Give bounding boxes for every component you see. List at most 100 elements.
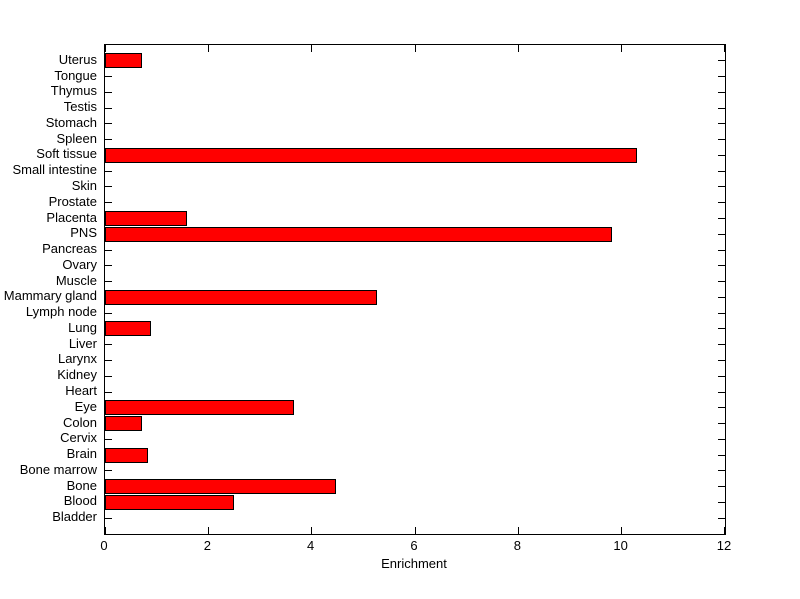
x-tick-label: 8 bbox=[513, 538, 521, 553]
y-tick bbox=[105, 123, 112, 125]
x-tick-label: 0 bbox=[100, 538, 108, 553]
x-tick-top bbox=[207, 45, 209, 52]
y-tick-label: Heart bbox=[65, 383, 97, 399]
y-tick-label: Small intestine bbox=[12, 162, 97, 178]
y-tick-label: Testis bbox=[63, 99, 97, 115]
x-tick-top bbox=[105, 45, 106, 52]
y-tick-right bbox=[718, 454, 725, 456]
y-tick-label: Thymus bbox=[50, 83, 97, 99]
y-tick-label: Skin bbox=[71, 177, 97, 193]
y-tick-label: Blood bbox=[63, 493, 97, 509]
bar-pns bbox=[105, 226, 612, 242]
bar-mammary-gland bbox=[105, 289, 378, 305]
y-tick-right bbox=[718, 328, 725, 330]
y-tick bbox=[105, 344, 112, 346]
bar-soft-tissue bbox=[105, 147, 638, 163]
y-tick-right bbox=[718, 281, 725, 283]
y-tick bbox=[105, 186, 112, 188]
y-tick bbox=[105, 202, 112, 204]
y-tick-right bbox=[718, 312, 725, 314]
y-tick-label: Brain bbox=[66, 446, 97, 462]
x-tick-label: 6 bbox=[410, 538, 418, 553]
bar-eye bbox=[105, 400, 295, 416]
bar-lung bbox=[105, 321, 151, 337]
y-tick bbox=[105, 265, 112, 267]
y-tick bbox=[105, 517, 112, 519]
y-tick bbox=[105, 359, 112, 361]
x-tick bbox=[311, 527, 313, 534]
y-tick-label: Lymph node bbox=[25, 304, 97, 320]
x-tick bbox=[621, 527, 623, 534]
x-tick bbox=[724, 527, 725, 534]
y-tick-label: Ovary bbox=[62, 256, 97, 272]
y-tick-right bbox=[718, 170, 725, 172]
y-tick bbox=[105, 438, 112, 440]
plot-area bbox=[104, 44, 726, 535]
y-tick-right bbox=[718, 249, 725, 251]
y-tick-label: Prostate bbox=[48, 193, 97, 209]
bar-bone bbox=[105, 479, 336, 495]
y-tick-right bbox=[718, 218, 725, 220]
x-tick-label: 10 bbox=[613, 538, 628, 553]
x-tick-label: 2 bbox=[203, 538, 211, 553]
bar-blood bbox=[105, 494, 235, 510]
y-tick-right bbox=[718, 501, 725, 503]
bar-colon bbox=[105, 416, 143, 432]
y-tick-label: Larynx bbox=[57, 351, 97, 367]
y-tick-label: Placenta bbox=[46, 209, 97, 225]
y-tick-label: Bone marrow bbox=[19, 461, 97, 477]
x-tick-label: 4 bbox=[307, 538, 315, 553]
y-tick-label: Bladder bbox=[52, 509, 97, 525]
y-tick-label: Soft tissue bbox=[36, 146, 97, 162]
y-tick-right bbox=[718, 438, 725, 440]
y-tick-label: Muscle bbox=[55, 272, 97, 288]
y-tick-label: Pancreas bbox=[42, 241, 97, 257]
y-tick bbox=[105, 391, 112, 393]
bar-uterus bbox=[105, 53, 143, 69]
y-tick bbox=[105, 107, 112, 109]
y-tick-label: Spleen bbox=[56, 130, 97, 146]
y-tick-right bbox=[718, 107, 725, 109]
y-tick-right bbox=[718, 186, 725, 188]
x-tick bbox=[207, 527, 209, 534]
y-tick bbox=[105, 470, 112, 472]
y-tick bbox=[105, 281, 112, 283]
bar-placenta bbox=[105, 211, 188, 227]
x-tick bbox=[517, 527, 519, 534]
y-tick bbox=[105, 170, 112, 172]
y-tick-label: PNS bbox=[70, 225, 97, 241]
y-tick bbox=[105, 312, 112, 314]
x-tick-top bbox=[621, 45, 623, 52]
bar-brain bbox=[105, 447, 148, 463]
y-tick-label: Kidney bbox=[57, 367, 97, 383]
y-tick-label: Bone bbox=[66, 477, 97, 493]
y-tick-right bbox=[718, 359, 725, 361]
x-tick bbox=[414, 527, 416, 534]
y-tick-right bbox=[718, 265, 725, 267]
y-tick-label: Lung bbox=[68, 319, 97, 335]
y-tick bbox=[105, 249, 112, 251]
y-tick-label: Mammary gland bbox=[3, 288, 97, 304]
y-tick-right bbox=[718, 375, 725, 377]
x-tick-label: 12 bbox=[716, 538, 732, 553]
y-tick-right bbox=[718, 123, 725, 125]
y-tick-right bbox=[718, 60, 725, 62]
x-tick-top bbox=[724, 45, 725, 52]
y-tick-label: Cervix bbox=[60, 430, 97, 446]
y-tick-label: Uterus bbox=[58, 51, 97, 67]
x-tick-top bbox=[414, 45, 416, 52]
y-tick-label: Liver bbox=[68, 335, 97, 351]
y-tick-label: Tongue bbox=[54, 67, 97, 83]
y-tick-right bbox=[718, 202, 725, 204]
y-tick-label: Stomach bbox=[45, 114, 97, 130]
y-tick-label: Colon bbox=[63, 414, 97, 430]
y-tick-right bbox=[718, 470, 725, 472]
y-tick bbox=[105, 139, 112, 141]
x-axis-title: Enrichment bbox=[381, 556, 447, 571]
y-tick-right bbox=[718, 139, 725, 141]
y-tick-right bbox=[718, 91, 725, 93]
y-tick-right bbox=[718, 423, 725, 425]
y-tick-right bbox=[718, 486, 725, 488]
y-tick-right bbox=[718, 154, 725, 156]
